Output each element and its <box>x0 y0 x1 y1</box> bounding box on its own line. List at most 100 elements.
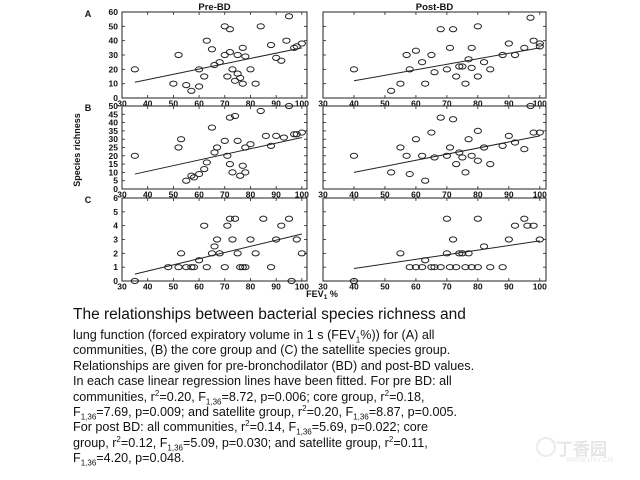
x-tick-label: 60 <box>194 190 204 200</box>
caption-text: %)) for (A) all <box>360 328 435 342</box>
caption-text: Relationships are given for pre-bronchod… <box>73 358 475 373</box>
data-point <box>405 170 414 178</box>
data-point <box>458 154 467 161</box>
data-point <box>233 250 242 257</box>
data-point <box>228 236 237 243</box>
data-point <box>130 152 139 159</box>
regression-line <box>134 233 302 275</box>
y-tick-label: 10 <box>109 167 119 177</box>
panel-c-post-bd: 30 40 50 60 70 80 90 100 <box>318 197 547 292</box>
data-point <box>455 250 464 257</box>
y-tick-label: 5 <box>113 176 118 186</box>
caption-text: 1 <box>355 335 361 345</box>
row-label-c: C <box>85 195 92 205</box>
x-tick-label: 40 <box>143 190 153 200</box>
x-axis-label-unit: % <box>327 289 338 299</box>
x-tick-label: 100 <box>295 99 309 109</box>
panel-title-post-bd: Post-BD <box>416 2 454 13</box>
data-point <box>510 222 520 229</box>
caption-text: =0.11, <box>393 435 428 450</box>
data-point <box>223 222 232 229</box>
x-tick-label: 50 <box>380 99 390 109</box>
x-tick-label: 40 <box>349 190 359 200</box>
watermark-logo-icon <box>536 437 556 457</box>
y-tick-label: 35 <box>109 126 119 136</box>
regression-line <box>353 135 540 173</box>
x-tick-label: 100 <box>295 282 309 292</box>
data-point <box>427 129 436 136</box>
data-point <box>467 152 476 159</box>
data-point <box>486 161 495 168</box>
x-tick-label: 70 <box>220 99 230 109</box>
data-point <box>194 66 204 73</box>
data-point <box>297 40 306 47</box>
data-point <box>504 236 513 243</box>
data-point <box>430 264 439 271</box>
data-point <box>202 159 211 166</box>
data-point <box>349 277 359 285</box>
data-point <box>297 129 306 136</box>
x-tick-label: 30 <box>318 282 328 292</box>
data-point <box>520 146 529 153</box>
caption-text: =0.18, <box>389 389 425 404</box>
x-tick-label: 30 <box>318 99 328 109</box>
caption-body: lung function (forced expiratory volume … <box>73 328 613 467</box>
y-tick-label: 3 <box>113 235 118 245</box>
panel-frame <box>121 11 308 99</box>
data-point <box>284 102 294 110</box>
panel-a-pre-bd: 30 40 50 60 70 80 90 100 <box>117 11 309 109</box>
y-tick-label: 20 <box>109 151 119 161</box>
data-point <box>272 54 281 61</box>
panel-b-post-bd: 30 40 50 60 70 80 90 100 <box>318 102 547 200</box>
data-point <box>238 80 247 87</box>
data-point <box>473 127 482 134</box>
y-tick-label: 20 <box>109 64 119 74</box>
caption-line: Relationships are given for pre-bronchod… <box>73 359 613 374</box>
x-tick-label: 70 <box>220 190 230 200</box>
data-point <box>421 80 430 87</box>
data-point <box>210 149 219 156</box>
caption-text: communities, r <box>73 389 155 404</box>
y-tick-label: 60 <box>109 7 119 17</box>
y-tick-label: 15 <box>109 159 119 169</box>
data-point <box>187 172 196 179</box>
data-point <box>442 152 451 159</box>
data-point <box>220 51 229 59</box>
data-point <box>277 57 286 64</box>
data-point <box>442 250 451 257</box>
data-point <box>473 73 482 80</box>
data-point <box>461 169 470 176</box>
data-point <box>436 114 445 121</box>
data-point <box>529 129 538 136</box>
panel-a-post-bd: 30 40 50 60 70 80 90 100 <box>318 11 547 109</box>
data-point <box>402 152 411 159</box>
data-point <box>427 51 436 59</box>
data-point <box>215 59 224 66</box>
data-point <box>238 162 247 169</box>
data-point <box>230 77 240 84</box>
data-point <box>194 257 204 264</box>
data-point <box>241 264 250 271</box>
x-tick-label: 40 <box>143 282 153 292</box>
data-point <box>396 250 405 257</box>
data-point <box>189 174 199 181</box>
data-point <box>176 250 186 257</box>
x-tick-label: 40 <box>349 282 359 292</box>
caption-text: lung function (forced expiratory volume … <box>73 328 356 342</box>
data-point <box>176 136 186 143</box>
caption-text: 1,36 <box>80 458 97 468</box>
data-point <box>223 73 232 80</box>
data-point <box>272 132 281 139</box>
data-point <box>261 132 270 139</box>
x-tick-label: 90 <box>504 282 514 292</box>
x-tick-label: 30 <box>117 282 127 292</box>
data-point <box>387 169 396 176</box>
data-point <box>174 51 183 59</box>
data-point <box>479 144 489 151</box>
data-point <box>436 26 445 33</box>
x-tick-label: 40 <box>349 99 359 109</box>
data-point <box>251 80 260 87</box>
data-point <box>174 144 183 151</box>
data-point <box>256 107 265 115</box>
data-point <box>187 87 196 94</box>
